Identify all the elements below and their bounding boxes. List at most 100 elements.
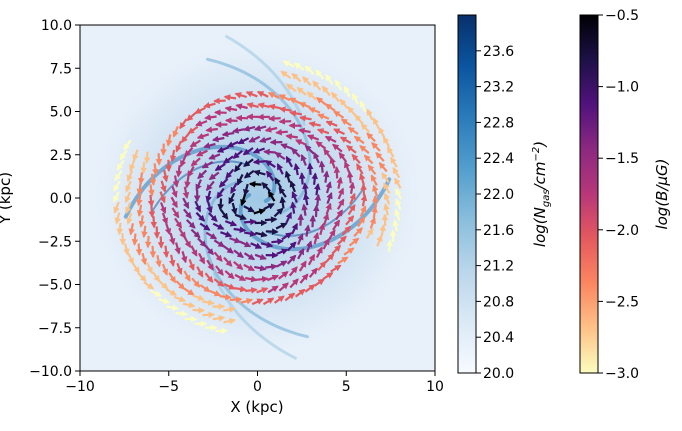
field-vector [237,118,248,119]
x-tick-label: 0 [253,379,262,395]
field-vector [141,173,142,184]
field-vector [313,216,314,227]
field-vector [207,129,218,130]
field-vector [363,185,364,196]
x-tick-label: 5 [342,379,351,395]
gas-label-sub: gas [541,189,552,207]
field-vector [265,219,276,220]
gas-colorbar-tick-label: 23.6 [483,44,514,60]
field-vector [300,215,301,226]
field-vector [325,172,327,183]
gas-colorbar-tick-label: 21.6 [483,223,514,239]
y-tick-label: −2.5 [38,234,72,250]
field-vector [230,299,241,300]
x-tick-label: −5 [158,379,179,395]
field-vector [350,172,351,183]
field-vector [287,136,298,138]
field-vector [203,315,214,316]
gas-label-mid: /cm [531,162,549,192]
field-vector [163,144,164,155]
gas-label-sup: −2 [531,147,542,162]
field-vector [139,183,141,194]
gas-label-base: log(N [531,207,549,247]
b-colorbar-tick-label: −3.0 [605,366,639,382]
gas-colorbar-tick-label: 21.2 [483,259,514,275]
field-vector [302,173,303,184]
b-colorbar-tick-label: −1.5 [605,151,639,167]
field-vector [185,319,196,320]
gas-colorbar-label: log(Ngas/cm−2) [531,141,552,247]
field-vector [168,160,169,171]
x-tick-label: −10 [65,379,95,395]
field-vector [155,163,156,174]
field-vector [143,162,144,173]
gas-colorbar-tick-label: 20.0 [483,366,514,382]
field-vector [135,234,136,245]
gas-colorbar-tick-label: 20.8 [483,294,514,310]
gas-label-end: ) [531,141,549,148]
field-vector [375,196,376,207]
field-vector [150,195,151,206]
b-colorbar-label: log(B/μG) [653,158,671,229]
gas-colorbar-bar [458,15,476,373]
field-vector [144,226,146,237]
field-vector [245,290,256,291]
field-vector [393,231,394,242]
b-colorbar-ticks: −0.5−1.0−1.5−2.0−2.5−3.0 [598,8,639,382]
field-vector [166,246,167,257]
y-tick-label: 7.5 [50,61,72,77]
y-axis: 10.07.55.02.50.0−2.5−5.0−7.5−10.0 [29,18,80,380]
y-tick-label: −5.0 [38,278,72,294]
field-vector [154,216,155,227]
field-vector [244,222,255,223]
gas-colorbar-tick-label: 22.4 [483,151,514,167]
field-vector [153,246,154,257]
x-tick-label: 10 [426,379,444,395]
field-vector [178,165,179,176]
field-vector [389,241,390,252]
field-vector [322,162,323,173]
field-vector [256,279,267,280]
field-vector [122,233,123,244]
field-vector [282,198,284,209]
field-vector [265,266,276,268]
field-vector [317,195,318,206]
field-vector [147,152,148,163]
field-vector [280,121,291,122]
field-vector [234,229,245,231]
x-axis-label: X (kpc) [230,398,283,416]
field-vector [151,206,152,217]
b-colorbar-tick-label: −2.5 [605,294,639,310]
field-vector [214,101,225,102]
b-colorbar-tick-label: −2.0 [605,223,639,239]
x-axis: −10 −5 0 5 10 [65,371,444,395]
field-vector [271,241,282,242]
gas-colorbar-tick-label: 22.8 [483,115,514,131]
field-vector [250,184,261,185]
gas-colorbar: 23.6 23.2 22.8 22.4 22.0 21.6 21.2 20.8 20.4 20.0… [458,15,552,382]
field-vector [277,132,288,133]
field-vector [226,120,237,121]
field-vector [314,174,315,185]
gas-colorbar-tick-label: 20.4 [483,330,514,346]
y-tick-label: 0.0 [50,191,72,207]
y-tick-label: 5.0 [50,105,72,121]
field-vector [264,152,275,153]
field-vector [374,207,376,218]
field-vector [148,236,149,247]
field-vector [310,164,311,175]
plot-area [80,25,435,371]
gas-colorbar-tick-label: 23.2 [483,80,514,96]
gas-colorbar-tick-label: 22.0 [483,187,514,203]
field-vector [305,184,306,195]
y-tick-label: 2.5 [50,148,72,164]
b-colorbar: −0.5−1.0−1.5−2.0−2.5−3.0 log(B/μG) [580,8,671,382]
field-vector [193,310,204,311]
gas-density-map [89,37,425,359]
field-vector [220,199,221,210]
field-vector [176,313,187,314]
field-vector [269,118,280,119]
y-tick-label: −7.5 [38,321,72,337]
field-vector [316,206,317,217]
